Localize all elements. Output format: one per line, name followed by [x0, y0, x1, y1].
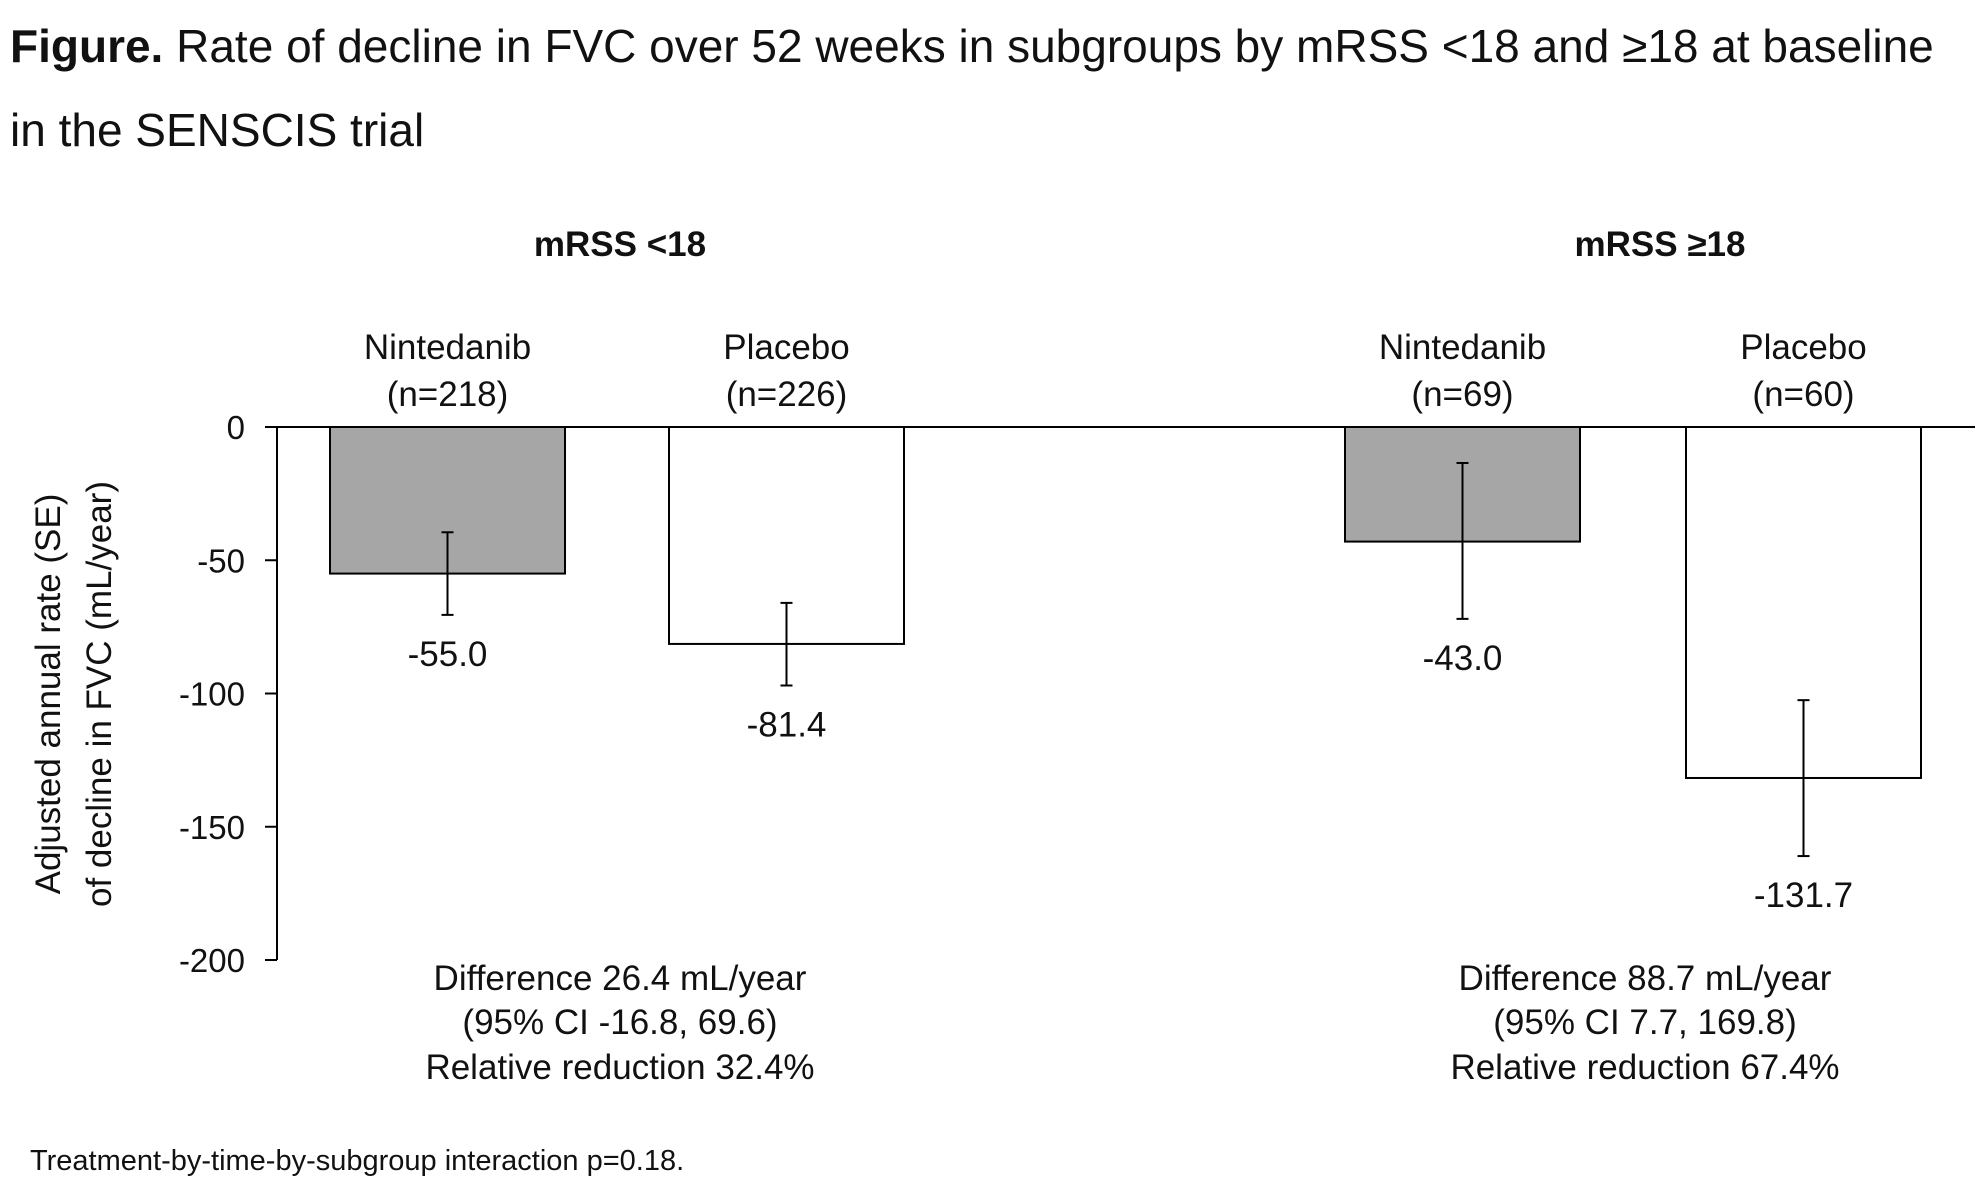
bar-n-label: (n=69) — [1411, 375, 1513, 414]
group-title: mRSS ≥18 — [1575, 225, 1746, 264]
y-tick-label: -200 — [179, 942, 245, 979]
data-label: -131.7 — [1754, 876, 1853, 915]
bar-n-label: (n=226) — [726, 375, 848, 414]
y-tick-label: -100 — [179, 676, 245, 713]
difference-annotation: Relative reduction 32.4% — [425, 1048, 814, 1087]
bar-n-label: (n=218) — [387, 375, 509, 414]
difference-annotation: Difference 88.7 mL/year — [1459, 959, 1832, 998]
data-label: -81.4 — [747, 706, 827, 745]
data-label: -43.0 — [1423, 639, 1503, 678]
bar-n-label: (n=60) — [1752, 375, 1854, 414]
bar-treatment-label: Nintedanib — [1379, 328, 1546, 367]
figure-title-prefix: Figure. — [10, 20, 164, 72]
group-title: mRSS <18 — [534, 225, 706, 264]
difference-annotation: (95% CI 7.7, 169.8) — [1493, 1003, 1797, 1042]
difference-annotation: Difference 26.4 mL/year — [434, 959, 807, 998]
bar-treatment-label: Placebo — [1740, 328, 1866, 367]
y-tick-label: 0 — [227, 409, 245, 446]
y-tick-label: -50 — [197, 542, 245, 579]
figure-title-text: Rate of decline in FVC over 52 weeks in … — [10, 20, 1934, 156]
y-tick-label: -150 — [179, 809, 245, 846]
figure-title: Figure. Rate of decline in FVC over 52 w… — [10, 4, 1950, 172]
y-axis-label: Adjusted annual rate (SE) — [29, 494, 68, 895]
footnote: Treatment-by-time-by-subgroup interactio… — [30, 1145, 684, 1177]
difference-annotation: Relative reduction 67.4% — [1450, 1048, 1839, 1087]
bar-treatment-label: Placebo — [723, 328, 849, 367]
difference-annotation: (95% CI -16.8, 69.6) — [462, 1003, 777, 1042]
y-axis-label: of decline in FVC (mL/year) — [80, 481, 119, 907]
data-label: -55.0 — [408, 635, 488, 674]
bar-treatment-label: Nintedanib — [364, 328, 531, 367]
